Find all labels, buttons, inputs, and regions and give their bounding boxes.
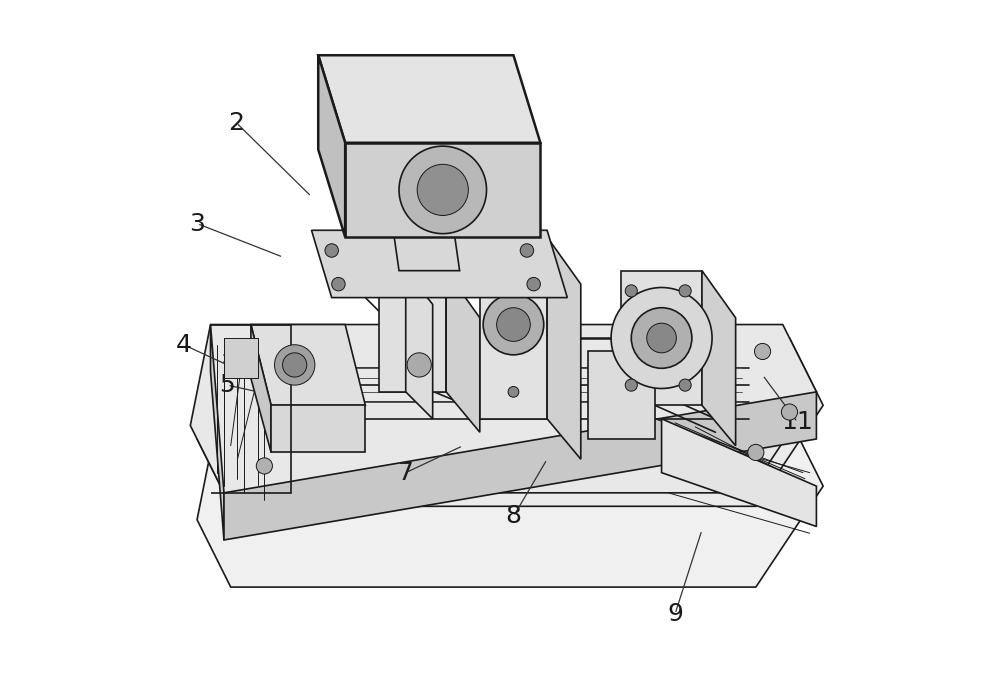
- Polygon shape: [271, 406, 365, 452]
- Circle shape: [527, 277, 540, 291]
- Polygon shape: [251, 324, 365, 406]
- Circle shape: [625, 379, 637, 391]
- Polygon shape: [311, 231, 567, 297]
- Polygon shape: [480, 237, 547, 419]
- Text: 7: 7: [398, 460, 414, 485]
- Circle shape: [325, 244, 338, 257]
- Text: 6: 6: [293, 417, 309, 441]
- Circle shape: [508, 387, 519, 397]
- Text: 2: 2: [228, 111, 244, 135]
- Text: 1: 1: [468, 60, 484, 84]
- Polygon shape: [211, 324, 224, 540]
- Circle shape: [625, 285, 637, 297]
- Circle shape: [283, 353, 307, 377]
- Text: 5: 5: [219, 373, 235, 397]
- Circle shape: [417, 164, 468, 216]
- Circle shape: [229, 343, 246, 360]
- Polygon shape: [197, 338, 823, 506]
- Circle shape: [748, 444, 764, 460]
- Polygon shape: [406, 270, 433, 419]
- Polygon shape: [392, 224, 460, 270]
- Circle shape: [754, 343, 771, 360]
- Polygon shape: [702, 270, 736, 445]
- Polygon shape: [197, 419, 823, 587]
- Polygon shape: [224, 338, 258, 379]
- Circle shape: [631, 308, 692, 368]
- Text: 9: 9: [667, 602, 683, 626]
- Text: 8: 8: [505, 504, 521, 529]
- Circle shape: [407, 353, 431, 377]
- Circle shape: [520, 244, 534, 257]
- Polygon shape: [446, 270, 480, 432]
- Circle shape: [611, 287, 712, 389]
- Circle shape: [483, 294, 544, 355]
- Polygon shape: [251, 324, 271, 452]
- Polygon shape: [318, 55, 540, 143]
- Polygon shape: [547, 237, 581, 459]
- Circle shape: [781, 404, 798, 420]
- Polygon shape: [318, 55, 345, 237]
- Circle shape: [497, 308, 530, 341]
- Polygon shape: [588, 352, 655, 439]
- Circle shape: [274, 345, 315, 385]
- Text: 11: 11: [782, 410, 813, 434]
- Polygon shape: [224, 392, 816, 540]
- Circle shape: [679, 379, 691, 391]
- Circle shape: [332, 277, 345, 291]
- Polygon shape: [345, 143, 540, 237]
- Text: 4: 4: [176, 333, 192, 357]
- Circle shape: [399, 146, 487, 234]
- Polygon shape: [190, 324, 816, 493]
- Circle shape: [256, 458, 272, 474]
- Circle shape: [679, 285, 691, 297]
- Polygon shape: [621, 270, 702, 406]
- Polygon shape: [662, 419, 816, 527]
- Polygon shape: [379, 270, 446, 392]
- Circle shape: [647, 323, 676, 353]
- Text: 3: 3: [189, 212, 205, 235]
